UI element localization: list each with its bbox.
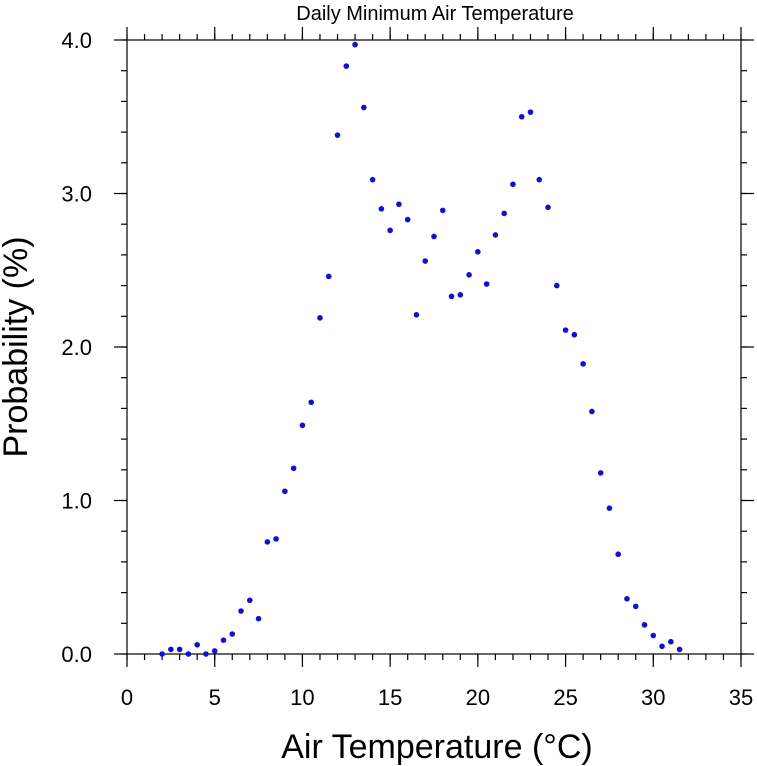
data-point bbox=[518, 113, 525, 120]
data-point bbox=[650, 632, 657, 639]
y-tick-label: 2.0 bbox=[61, 335, 92, 360]
data-points bbox=[159, 41, 683, 657]
data-point bbox=[361, 104, 367, 111]
data-point bbox=[176, 646, 183, 653]
data-point bbox=[492, 232, 499, 238]
y-tick-label: 3.0 bbox=[61, 182, 92, 207]
data-point bbox=[247, 597, 253, 604]
data-point bbox=[282, 488, 288, 495]
data-point bbox=[203, 651, 209, 657]
tick-labels: 0 5 10 15 20 25 30 35 0.0 1.0 2.0 3.0 4.0 bbox=[61, 28, 753, 710]
data-point bbox=[308, 399, 315, 406]
data-point bbox=[273, 536, 279, 542]
data-point bbox=[431, 233, 437, 240]
x-tick-label: 10 bbox=[290, 685, 314, 710]
data-point bbox=[457, 292, 464, 298]
data-point bbox=[299, 422, 306, 429]
data-point bbox=[255, 615, 262, 622]
data-point bbox=[580, 361, 586, 367]
data-point bbox=[396, 201, 402, 208]
chart-title: Daily Minimum Air Temperature bbox=[296, 3, 574, 25]
data-point bbox=[334, 132, 341, 138]
data-point bbox=[317, 315, 323, 321]
data-point bbox=[466, 272, 472, 278]
x-tick-label: 0 bbox=[121, 685, 133, 710]
plot-frame bbox=[126, 39, 742, 655]
data-point bbox=[168, 646, 174, 653]
data-point bbox=[159, 651, 165, 657]
data-point bbox=[624, 595, 630, 602]
y-axis-label: Probability (%) bbox=[0, 236, 35, 457]
data-point bbox=[615, 551, 621, 558]
x-tick-label: 35 bbox=[729, 685, 753, 710]
data-point bbox=[483, 281, 490, 287]
data-point bbox=[562, 327, 569, 333]
data-point bbox=[194, 641, 200, 648]
data-point bbox=[632, 603, 639, 610]
y-tick-label: 0.0 bbox=[61, 642, 92, 667]
data-point bbox=[220, 637, 227, 643]
data-point bbox=[668, 638, 674, 645]
data-point bbox=[448, 293, 455, 300]
data-point bbox=[352, 41, 358, 48]
data-point bbox=[238, 608, 244, 614]
data-point bbox=[185, 651, 192, 657]
data-point bbox=[659, 643, 665, 650]
data-point bbox=[527, 109, 534, 115]
data-point bbox=[676, 646, 683, 653]
x-axis-label: Air Temperature (°C) bbox=[281, 728, 593, 766]
x-tick-label: 15 bbox=[378, 685, 402, 710]
data-point bbox=[545, 204, 551, 211]
x-tick-label: 25 bbox=[553, 685, 577, 710]
data-point bbox=[378, 206, 385, 212]
data-point bbox=[510, 181, 516, 188]
data-point bbox=[369, 176, 376, 183]
data-point bbox=[404, 216, 411, 223]
data-point bbox=[597, 470, 604, 476]
x-tick-label: 5 bbox=[209, 685, 221, 710]
data-point bbox=[536, 176, 543, 183]
y-tick-label: 4.0 bbox=[61, 28, 92, 53]
data-point bbox=[589, 408, 595, 415]
data-point bbox=[325, 273, 332, 280]
data-point bbox=[554, 282, 560, 289]
x-tick-label: 20 bbox=[466, 685, 490, 710]
data-point bbox=[229, 631, 236, 637]
data-point bbox=[571, 331, 578, 338]
data-point bbox=[387, 227, 393, 234]
data-point bbox=[501, 210, 507, 217]
data-point bbox=[439, 207, 446, 214]
y-tick-label: 1.0 bbox=[61, 489, 92, 514]
data-point bbox=[422, 258, 429, 264]
data-point bbox=[641, 622, 648, 628]
data-point bbox=[343, 63, 350, 69]
data-point bbox=[264, 539, 271, 545]
data-point bbox=[413, 311, 420, 318]
data-point bbox=[606, 505, 613, 511]
data-point bbox=[475, 249, 481, 255]
data-point bbox=[211, 648, 218, 654]
axis-ticks bbox=[114, 27, 754, 667]
x-tick-label: 30 bbox=[641, 685, 665, 710]
data-point bbox=[290, 465, 297, 472]
